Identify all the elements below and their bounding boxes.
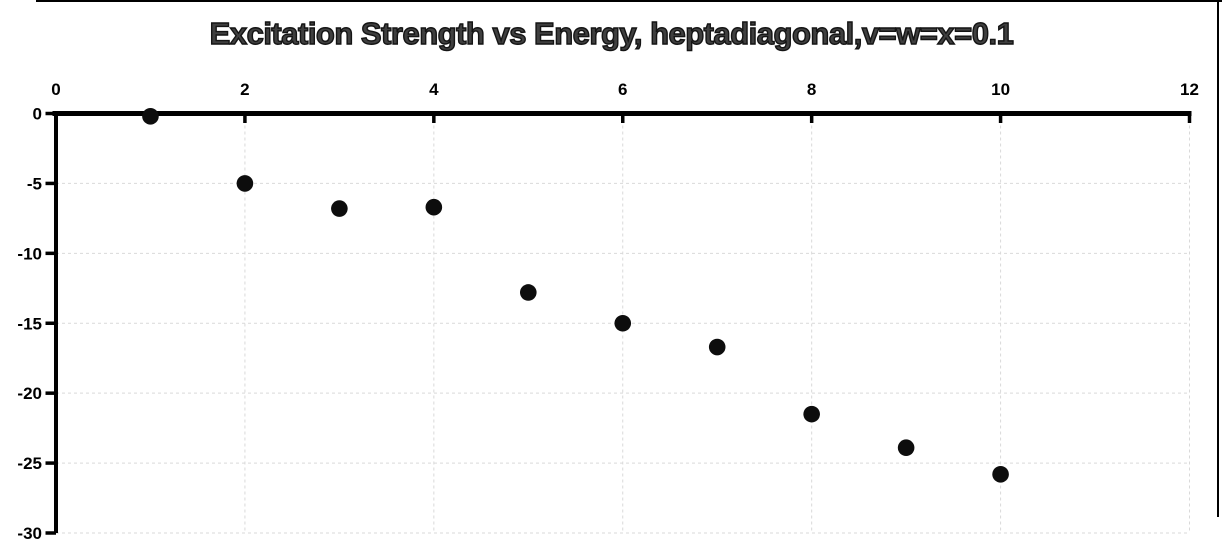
y-tick-label: -5 [27,174,42,193]
data-point [236,175,254,192]
data-point [519,284,537,301]
x-tick-label: 2 [240,80,249,99]
y-tick-label: -20 [17,384,42,403]
data-point [331,200,348,217]
x-tick-label: 8 [807,80,816,99]
x-tick-label: 0 [51,80,60,99]
x-tick-label: 6 [618,80,627,99]
x-tick-label: 4 [429,80,439,99]
y-tick-label: -10 [17,244,42,263]
data-point [708,338,726,356]
data-point [614,314,632,332]
y-tick-labels: 0 -5 -10 -15 -20 -25 -30 [17,105,42,544]
chart-border-top [36,0,1222,2]
data-point [425,198,443,216]
x-tick-labels: 0 2 4 6 8 10 12 [51,80,1199,99]
chart-title: Excitation Strength vs Energy, heptadiag… [209,15,1015,51]
tick-marks [45,111,1192,535]
x-tick-label: 12 [1180,80,1199,99]
data-point [803,405,820,423]
x-tick-label: 10 [991,80,1010,99]
data-points [142,107,1009,483]
data-point [992,465,1009,483]
y-tick-label: -25 [17,454,42,473]
y-tick-label: -30 [17,524,42,543]
y-tick-label: 0 [33,105,42,124]
data-point [142,107,159,125]
data-point [897,439,915,457]
chart-border-right [1217,0,1219,517]
y-tick-label: -15 [17,314,42,333]
